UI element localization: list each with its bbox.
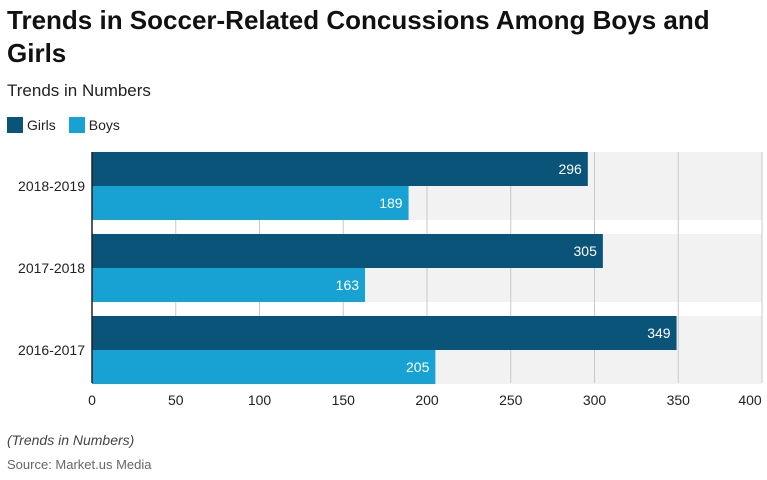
x-tick-label: 200 [415, 392, 439, 408]
data-label: 189 [379, 195, 403, 211]
x-tick-label: 50 [168, 392, 184, 408]
legend-swatch-girls [7, 117, 23, 133]
legend-item-girls[interactable]: Girls [7, 117, 56, 133]
chart-source: Source: Market.us Media [7, 457, 152, 472]
bar-boys-2017-2018 [92, 268, 366, 302]
x-tick-label: 150 [332, 392, 356, 408]
chart-note: (Trends in Numbers) [7, 432, 135, 448]
legend-item-boys[interactable]: Boys [68, 117, 120, 133]
legend-label-boys: Boys [88, 117, 120, 133]
chart-title: Trends in Soccer-Related Concussions Amo… [7, 5, 710, 68]
chart-subtitle: Trends in Numbers [7, 81, 151, 100]
bar-girls-2017-2018 [92, 234, 603, 268]
bar-girls-2016-2017 [92, 316, 677, 350]
x-tick-label: 300 [583, 392, 607, 408]
bar-boys-2018-2019 [92, 186, 409, 220]
category-label: 2016-2017 [18, 342, 85, 358]
legend-label-girls: Girls [27, 117, 56, 133]
bar-girls-2018-2019 [92, 152, 588, 186]
bar-chart: 296 189 2018-2019 305 163 2017-2018 349 205 2016… [18, 152, 763, 408]
data-label: 349 [647, 325, 671, 341]
data-label: 205 [406, 359, 430, 375]
bar-boys-2016-2017 [92, 350, 436, 384]
data-label: 163 [336, 277, 360, 293]
legend: Girls Boys [7, 117, 133, 133]
x-tick-label: 400 [738, 392, 762, 408]
category-label: 2017-2018 [18, 260, 85, 276]
category-label: 2018-2019 [18, 178, 85, 194]
data-label: 296 [558, 161, 582, 177]
x-tick-label: 100 [248, 392, 272, 408]
x-tick-label: 0 [88, 392, 96, 408]
x-tick-label: 250 [499, 392, 523, 408]
x-tick-label: 350 [667, 392, 691, 408]
legend-swatch-boys [68, 117, 85, 133]
data-label: 305 [574, 243, 598, 259]
